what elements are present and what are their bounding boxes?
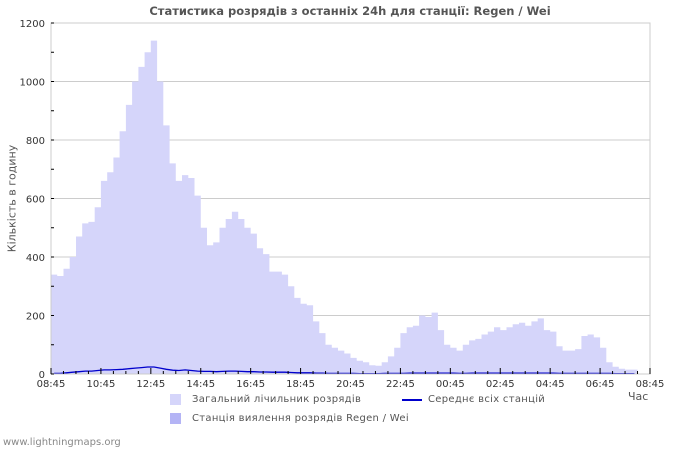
svg-text:1200: 1200 bbox=[20, 19, 45, 30]
svg-text:02:45: 02:45 bbox=[486, 379, 515, 390]
svg-text:00:45: 00:45 bbox=[436, 379, 465, 390]
svg-text:08:45: 08:45 bbox=[636, 379, 665, 390]
x-axis-ticks: 08:45 10:45 12:45 14:45 16:45 18:45 20:45 22:45… bbox=[37, 368, 665, 390]
svg-text:400: 400 bbox=[26, 253, 45, 264]
svg-text:200: 200 bbox=[26, 312, 45, 323]
legend-label-station: Станція виялення розрядів Regen / Wei bbox=[192, 413, 409, 424]
total-count-area bbox=[51, 40, 638, 374]
svg-text:08:45: 08:45 bbox=[37, 379, 66, 390]
svg-text:0: 0 bbox=[39, 370, 45, 381]
svg-text:1000: 1000 bbox=[20, 78, 45, 89]
svg-text:22:45: 22:45 bbox=[386, 379, 415, 390]
svg-text:14:45: 14:45 bbox=[186, 379, 215, 390]
legend-swatch-average bbox=[402, 399, 422, 401]
svg-text:600: 600 bbox=[26, 195, 45, 206]
chart-title: Статистика розрядів з останніх 24h для с… bbox=[149, 4, 551, 18]
svg-text:10:45: 10:45 bbox=[87, 379, 116, 390]
svg-text:800: 800 bbox=[26, 136, 45, 147]
svg-text:06:45: 06:45 bbox=[586, 379, 615, 390]
legend-swatch-station bbox=[170, 413, 181, 424]
legend-label-total: Загальний лічильник розрядів bbox=[192, 394, 362, 405]
svg-text:20:45: 20:45 bbox=[336, 379, 365, 390]
source-link[interactable]: www.lightningmaps.org bbox=[3, 437, 121, 448]
legend-label-average: Середнє всіх станцій bbox=[428, 394, 546, 405]
svg-text:16:45: 16:45 bbox=[236, 379, 265, 390]
legend-swatch-total bbox=[170, 394, 181, 405]
svg-text:18:45: 18:45 bbox=[286, 379, 315, 390]
y-axis-ticks: 0 200 400 600 800 1000 1200 bbox=[20, 19, 54, 381]
svg-text:04:45: 04:45 bbox=[536, 379, 565, 390]
svg-text:12:45: 12:45 bbox=[136, 379, 165, 390]
x-axis-label: Час bbox=[628, 390, 649, 403]
